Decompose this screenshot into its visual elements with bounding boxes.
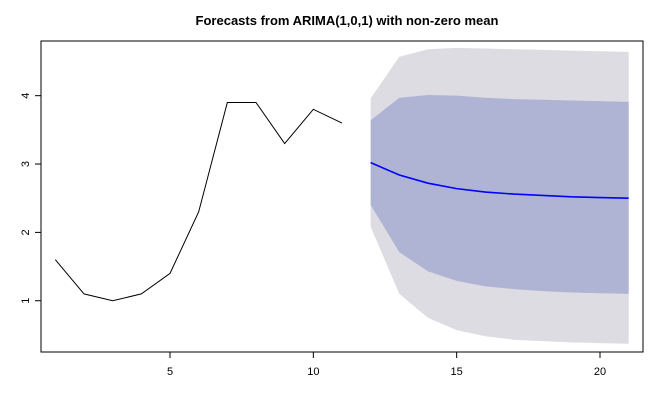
y-axis: 1 2 3 4 xyxy=(20,93,42,304)
forecast-series-line xyxy=(370,161,629,200)
x-tick-label: 5 xyxy=(167,366,173,378)
y-tick-label: 1 xyxy=(20,298,32,304)
x-tick-label: 15 xyxy=(451,366,463,378)
y-tick-label: 2 xyxy=(20,229,32,235)
observed-series-line xyxy=(54,102,343,302)
y-tick-label: 4 xyxy=(20,93,32,99)
x-axis: 5 10 15 20 xyxy=(167,351,606,378)
y-tick-label: 3 xyxy=(20,161,32,167)
forecast-interval-bands xyxy=(370,47,629,344)
inner-band-polygon xyxy=(370,94,629,294)
x-tick-label: 10 xyxy=(307,366,319,378)
x-tick-label: 20 xyxy=(594,366,606,378)
chart-title: Forecasts from ARIMA(1,0,1) with non-zer… xyxy=(196,13,499,28)
series-lines xyxy=(54,102,629,302)
